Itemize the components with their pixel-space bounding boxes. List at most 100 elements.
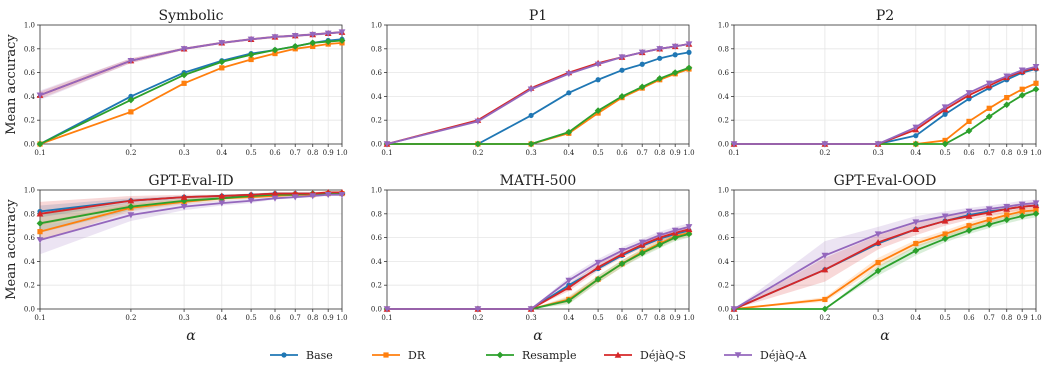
data-point — [1032, 63, 1040, 71]
data-point — [1003, 216, 1011, 224]
data-point — [618, 93, 626, 100]
data-point — [730, 141, 738, 148]
data-point — [913, 133, 919, 139]
x-tick-label: 0.2 — [472, 149, 483, 157]
series-line-dr — [734, 82, 1037, 145]
x-tick-label: 0.6 — [269, 314, 281, 322]
y-tick-label: 0.2 — [718, 282, 729, 290]
x-tick-label: 0.4 — [563, 149, 575, 157]
data-point — [1019, 208, 1025, 215]
data-point — [685, 230, 693, 238]
y-tick-label: 0.6 — [371, 234, 383, 242]
x-tick-label: 0.4 — [216, 314, 228, 322]
data-point — [309, 31, 317, 38]
panel-math-500: 0.0 0.2 0.4 0.6 0.8 1.0 0.1 0.2 0.3 0.4 0.5 0.6 0.7 0… — [371, 173, 695, 344]
data-point — [618, 247, 626, 255]
data-point — [685, 41, 693, 48]
data-point — [912, 140, 920, 148]
data-point — [37, 229, 43, 235]
legend-item-resample: Resample — [486, 349, 577, 362]
data-point — [656, 75, 664, 82]
series-band-dejaq-s — [40, 30, 342, 99]
legend-item-dejaq-a: DéjàQ-A — [724, 349, 807, 362]
x-tick-label: 0.5 — [246, 314, 257, 322]
x-tick-label: 0.7 — [290, 314, 301, 322]
panel-p1: 0.0 0.2 0.4 0.6 0.8 1.0 0.1 0.2 0.3 0.4 0.5 0.6 0.7 0… — [371, 8, 695, 157]
series-dejaq-a — [730, 200, 1040, 313]
legend-item-dr: DR — [372, 349, 426, 362]
data-point — [638, 239, 646, 246]
series-dejaq-s — [36, 28, 346, 98]
y-tick-label: 0.2 — [371, 117, 382, 125]
data-point — [474, 306, 482, 313]
data-point — [338, 37, 346, 44]
data-point — [181, 80, 187, 86]
panel-title: GPT-Eval-ID — [148, 173, 233, 189]
data-point — [1032, 85, 1040, 93]
data-point — [180, 203, 188, 211]
data-point — [985, 113, 993, 121]
y-tick-label: 0.8 — [24, 210, 35, 218]
data-point — [686, 49, 692, 55]
x-tick-label: 0.1 — [728, 314, 739, 322]
legend-marker — [281, 352, 287, 358]
x-tick-label: 0.8 — [1001, 314, 1012, 322]
series-dejaq-a — [36, 192, 346, 244]
x-tick-label: 0.2 — [819, 314, 830, 322]
x-tick-label: 0.5 — [246, 149, 257, 157]
data-point — [594, 263, 602, 271]
data-point — [248, 56, 254, 63]
data-point — [594, 61, 602, 68]
series-dr — [731, 207, 1039, 312]
data-point — [218, 58, 226, 66]
legend-marker — [496, 351, 504, 359]
data-point — [671, 227, 679, 234]
panel-gpt-eval-id: 0.0 0.2 0.4 0.6 0.8 1.0 0.1 0.2 0.3 0.4 0.5 0.6 0.7 0… — [4, 173, 348, 344]
series-band-dejaq-a — [387, 223, 689, 309]
x-tick-label: 0.3 — [873, 314, 884, 322]
data-point — [180, 193, 188, 200]
data-point — [912, 219, 920, 226]
plot-frame — [733, 189, 1037, 310]
data-point — [730, 306, 738, 313]
y-tick-label: 1.0 — [371, 22, 382, 30]
data-point — [875, 259, 881, 266]
data-point — [671, 69, 679, 76]
data-point — [271, 34, 279, 41]
data-point — [671, 234, 679, 241]
data-point — [1004, 94, 1010, 101]
series-resample — [383, 64, 693, 148]
y-tick-label: 0.8 — [718, 210, 729, 218]
data-point — [36, 92, 44, 99]
legend-label: DR — [408, 349, 426, 362]
y-tick-label: 0.8 — [371, 45, 382, 53]
series-line-dejaq-a — [734, 65, 1037, 145]
x-tick-label: 0.8 — [1001, 149, 1012, 157]
data-point — [309, 193, 317, 200]
data-point — [1018, 212, 1026, 220]
data-point — [685, 64, 693, 72]
x-tick-label: 0.5 — [593, 314, 604, 322]
data-point — [127, 212, 135, 219]
x-tick-label: 0.2 — [472, 314, 483, 322]
series-line-dejaq-s — [733, 204, 1037, 310]
y-tick-label: 0.8 — [718, 45, 729, 53]
data-point — [821, 252, 829, 259]
data-point — [618, 54, 626, 61]
x-tick-label: 0.2 — [819, 149, 830, 157]
plot-frame — [39, 189, 343, 310]
series-dejaq-a — [730, 63, 1040, 148]
panel-title: Symbolic — [159, 8, 224, 24]
data-point — [36, 219, 44, 227]
data-point — [566, 90, 572, 96]
data-point — [821, 305, 829, 313]
y-tick-label: 0.2 — [24, 117, 35, 125]
data-point — [594, 259, 602, 266]
data-point — [941, 213, 949, 220]
x-tick-label: 0.9 — [323, 149, 334, 157]
data-point — [671, 43, 679, 50]
x-tick-label: 0.4 — [563, 314, 575, 322]
x-tick-label: 0.8 — [307, 149, 318, 157]
x-tick-label: 0.9 — [323, 314, 334, 322]
